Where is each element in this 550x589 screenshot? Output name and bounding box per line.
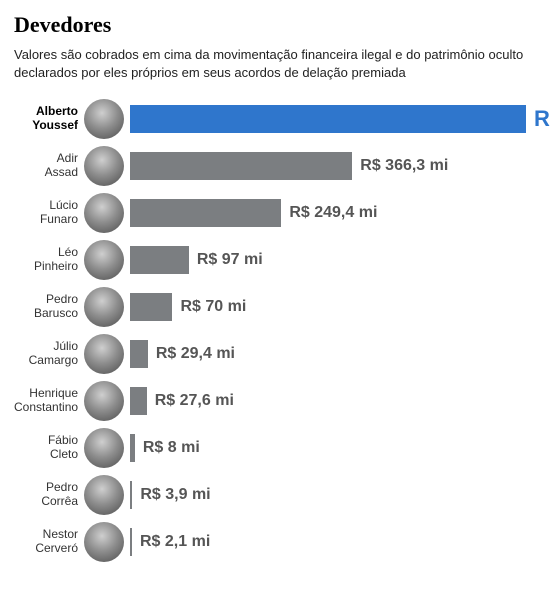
avatar bbox=[84, 522, 124, 562]
person-name-line2: Cleto bbox=[14, 448, 78, 462]
bar-row: FábioCleto R$ 8 mi bbox=[14, 428, 536, 468]
avatar bbox=[84, 193, 124, 233]
bar-value-label: R$ 29,4 mi bbox=[148, 345, 235, 363]
bar-area: R$ 652,6 mi bbox=[130, 99, 536, 139]
bar bbox=[130, 246, 189, 274]
bar-row: LúcioFunaro R$ 249,4 mi bbox=[14, 193, 536, 233]
person-name-line2: Funaro bbox=[14, 213, 78, 227]
person-name-line2: Camargo bbox=[14, 354, 78, 368]
person-name-line1: Lúcio bbox=[14, 199, 78, 213]
bar-value-label: R$ 70 mi bbox=[172, 298, 246, 316]
avatar bbox=[84, 428, 124, 468]
bar-value-label: R$ 2,1 mi bbox=[132, 533, 210, 551]
bar-area: R$ 27,6 mi bbox=[130, 381, 536, 421]
bar-value-label: R$ 249,4 mi bbox=[281, 204, 377, 222]
avatar bbox=[84, 381, 124, 421]
bar bbox=[130, 387, 147, 415]
bar-area: R$ 366,3 mi bbox=[130, 146, 536, 186]
bar bbox=[130, 199, 281, 227]
person-name: NestorCerveró bbox=[14, 528, 84, 556]
bar-row: JúlioCamargo R$ 29,4 mi bbox=[14, 334, 536, 374]
bar-area: R$ 70 mi bbox=[130, 287, 536, 327]
bar-row: NestorCerveró R$ 2,1 mi bbox=[14, 522, 536, 562]
person-name-line1: Júlio bbox=[14, 340, 78, 354]
chart-title: Devedores bbox=[14, 12, 536, 38]
bar-row: HenriqueConstantino R$ 27,6 mi bbox=[14, 381, 536, 421]
bar-area: R$ 29,4 mi bbox=[130, 334, 536, 374]
bar-value-label: R$ 652,6 mi bbox=[526, 106, 550, 132]
bar-value-label: R$ 8 mi bbox=[135, 439, 200, 457]
person-name-line2: Barusco bbox=[14, 307, 78, 321]
bar-row: AdirAssad R$ 366,3 mi bbox=[14, 146, 536, 186]
bar bbox=[130, 152, 352, 180]
person-name-line1: Léo bbox=[14, 246, 78, 260]
bar-area: R$ 97 mi bbox=[130, 240, 536, 280]
person-name-line2: Corrêa bbox=[14, 495, 78, 509]
person-name-line1: Henrique bbox=[14, 387, 78, 401]
person-name-line1: Nestor bbox=[14, 528, 78, 542]
bar-area: R$ 2,1 mi bbox=[130, 522, 536, 562]
bar bbox=[130, 340, 148, 368]
avatar bbox=[84, 475, 124, 515]
bar-area: R$ 249,4 mi bbox=[130, 193, 536, 233]
person-name: PedroBarusco bbox=[14, 293, 84, 321]
bar-value-label: R$ 3,9 mi bbox=[132, 486, 210, 504]
bar-row: PedroCorrêa R$ 3,9 mi bbox=[14, 475, 536, 515]
bar-value-label: R$ 366,3 mi bbox=[352, 157, 448, 175]
person-name-line1: Pedro bbox=[14, 293, 78, 307]
person-name: JúlioCamargo bbox=[14, 340, 84, 368]
person-name-line2: Pinheiro bbox=[14, 260, 78, 274]
person-name: FábioCleto bbox=[14, 434, 84, 462]
person-name-line1: Fábio bbox=[14, 434, 78, 448]
bar-row: LéoPinheiro R$ 97 mi bbox=[14, 240, 536, 280]
bar-chart: AlbertoYoussef R$ 652,6 mi AdirAssad R$ 366… bbox=[14, 99, 536, 562]
avatar bbox=[84, 146, 124, 186]
bar-row: PedroBarusco R$ 70 mi bbox=[14, 287, 536, 327]
person-name: LéoPinheiro bbox=[14, 246, 84, 274]
person-name: PedroCorrêa bbox=[14, 481, 84, 509]
person-name-line2: Constantino bbox=[14, 401, 78, 415]
person-name: LúcioFunaro bbox=[14, 199, 84, 227]
person-name-line2: Youssef bbox=[14, 119, 78, 133]
person-name-line1: Alberto bbox=[14, 105, 78, 119]
avatar bbox=[84, 334, 124, 374]
bar-area: R$ 3,9 mi bbox=[130, 475, 536, 515]
person-name-line2: Assad bbox=[14, 166, 78, 180]
person-name: HenriqueConstantino bbox=[14, 387, 84, 415]
bar-row: AlbertoYoussef R$ 652,6 mi bbox=[14, 99, 536, 139]
person-name-line1: Adir bbox=[14, 152, 78, 166]
bar-value-label: R$ 27,6 mi bbox=[147, 392, 234, 410]
avatar bbox=[84, 287, 124, 327]
person-name-line2: Cerveró bbox=[14, 542, 78, 556]
bar bbox=[130, 293, 172, 321]
avatar bbox=[84, 99, 124, 139]
bar-area: R$ 8 mi bbox=[130, 428, 536, 468]
bar bbox=[130, 105, 526, 133]
avatar bbox=[84, 240, 124, 280]
person-name: AdirAssad bbox=[14, 152, 84, 180]
chart-subtitle: Valores são cobrados em cima da moviment… bbox=[14, 46, 536, 81]
bar-value-label: R$ 97 mi bbox=[189, 251, 263, 269]
person-name: AlbertoYoussef bbox=[14, 105, 84, 133]
person-name-line1: Pedro bbox=[14, 481, 78, 495]
